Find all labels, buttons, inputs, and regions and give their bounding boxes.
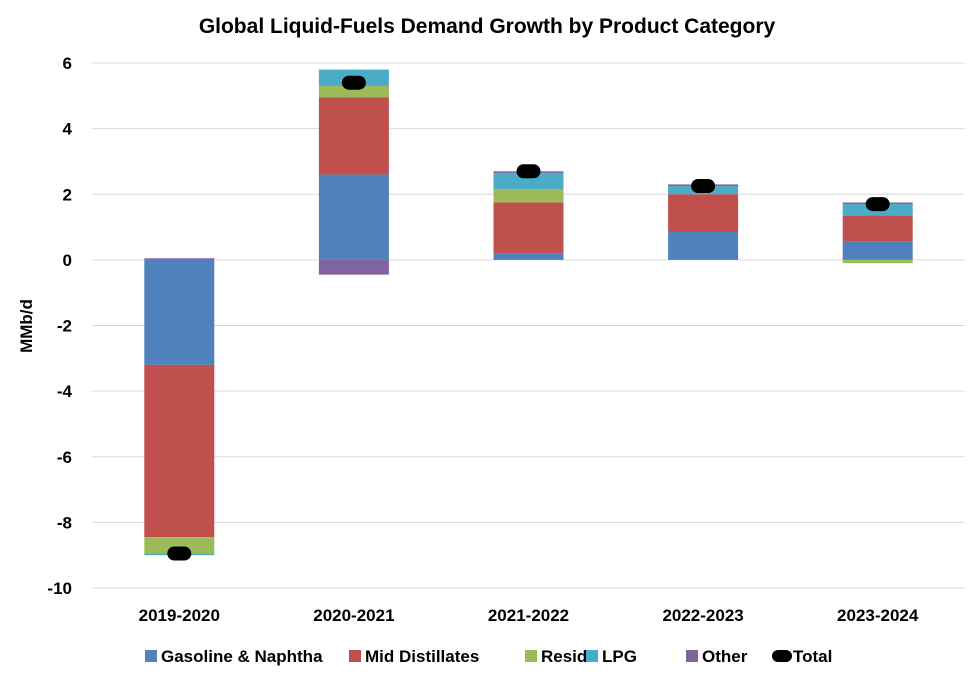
legend-label: LPG bbox=[602, 647, 637, 666]
legend-swatch bbox=[772, 650, 792, 662]
legend-item-total: Total bbox=[772, 647, 832, 666]
x-tick-label: 2021-2022 bbox=[488, 606, 569, 625]
bar-other bbox=[144, 258, 215, 260]
bar-gasoline-naphtha bbox=[668, 231, 739, 260]
legend-label: Other bbox=[702, 647, 748, 666]
legend-swatch bbox=[686, 650, 698, 662]
total-marker bbox=[691, 179, 716, 194]
bar-mid-distillates bbox=[668, 194, 739, 232]
y-tick-label: 6 bbox=[63, 54, 72, 73]
bar-lpg bbox=[493, 172, 564, 190]
x-tick-label: 2022-2023 bbox=[662, 606, 743, 625]
total-marker bbox=[865, 197, 890, 212]
bar-mid-distillates bbox=[493, 202, 564, 254]
legend-swatch bbox=[525, 650, 537, 662]
legend-item-resid: Resid bbox=[525, 647, 587, 666]
y-tick-label: -6 bbox=[57, 448, 72, 467]
chart-title: Global Liquid-Fuels Demand Growth by Pro… bbox=[199, 15, 776, 38]
legend-item-lpg: LPG bbox=[586, 647, 637, 666]
legend-swatch bbox=[349, 650, 361, 662]
legend-label: Gasoline & Naphtha bbox=[161, 647, 323, 666]
y-tick-label: -10 bbox=[47, 579, 72, 598]
y-axis-ticks: 6 4 2 0 -2 -4 -6 -8 -10 bbox=[47, 54, 72, 598]
x-axis-ticks: 2019-2020 2020-2021 2021-2022 2022-2023 2023… bbox=[139, 606, 919, 625]
legend-swatch bbox=[586, 650, 598, 662]
total-marker bbox=[167, 546, 192, 561]
y-tick-label: -4 bbox=[57, 382, 73, 401]
legend-label: Resid bbox=[541, 647, 587, 666]
y-tick-label: 2 bbox=[63, 185, 72, 204]
x-tick-label: 2019-2020 bbox=[139, 606, 220, 625]
bar-resid bbox=[493, 189, 564, 203]
legend-item-gasoline-naphtha: Gasoline & Naphtha bbox=[145, 647, 323, 666]
legend-item-other: Other bbox=[686, 647, 748, 666]
y-tick-label: -8 bbox=[57, 513, 72, 532]
bar-resid bbox=[318, 85, 389, 98]
total-marker bbox=[516, 164, 541, 179]
y-tick-label: 0 bbox=[63, 251, 72, 270]
x-tick-label: 2020-2021 bbox=[313, 606, 394, 625]
bar-resid bbox=[842, 259, 913, 264]
bar-gasoline-naphtha bbox=[842, 241, 913, 260]
legend: Gasoline & Naphtha Mid Distillates Resid LP… bbox=[145, 647, 832, 666]
gridlines bbox=[92, 62, 965, 589]
bar-gasoline-naphtha bbox=[493, 253, 564, 260]
legend-swatch bbox=[145, 650, 157, 662]
bar-mid-distillates bbox=[318, 97, 389, 175]
bar-resid bbox=[144, 537, 215, 554]
y-tick-label: -2 bbox=[57, 317, 72, 336]
bar-mid-distillates bbox=[144, 364, 215, 538]
total-markers bbox=[167, 75, 890, 561]
bar-gasoline-naphtha bbox=[144, 259, 215, 365]
legend-label: Total bbox=[793, 647, 832, 666]
y-axis-label: MMb/d bbox=[17, 299, 36, 353]
total-marker bbox=[341, 75, 366, 90]
bar-mid-distillates bbox=[842, 215, 913, 242]
y-tick-label: 4 bbox=[63, 120, 73, 139]
bars bbox=[144, 69, 913, 556]
x-tick-label: 2023-2024 bbox=[837, 606, 919, 625]
legend-label: Mid Distillates bbox=[365, 647, 479, 666]
legend-item-mid-distillates: Mid Distillates bbox=[349, 647, 479, 666]
bar-other bbox=[318, 259, 389, 275]
bar-gasoline-naphtha bbox=[318, 174, 389, 260]
